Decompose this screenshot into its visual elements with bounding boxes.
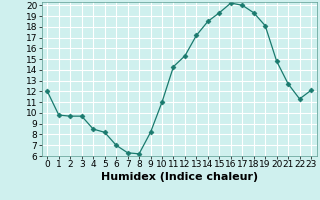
X-axis label: Humidex (Indice chaleur): Humidex (Indice chaleur) <box>100 172 258 182</box>
